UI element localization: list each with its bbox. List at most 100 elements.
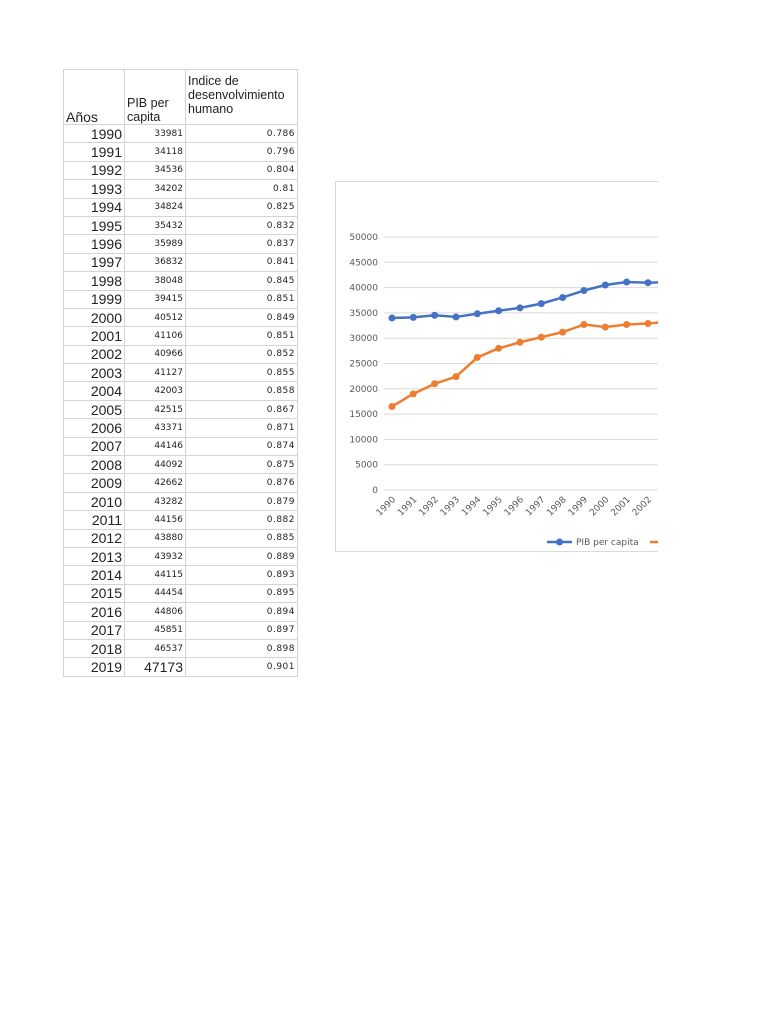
table-row: 1998 38048 0.845 <box>63 271 298 291</box>
hdi-cell: 0.893 <box>185 565 298 585</box>
gdp-cell: 38048 <box>124 271 186 291</box>
year-cell: 2018 <box>63 638 125 659</box>
year-cell: 2007 <box>63 436 125 457</box>
y-tick-label: 45000 <box>349 258 378 268</box>
gdp-cell: 42515 <box>124 399 186 420</box>
hdi-cell: 0.889 <box>185 546 298 567</box>
x-tick-label: 1998 <box>545 495 568 518</box>
chart-svg: 0 5000 10000 15000 20000 25000 30000 35000 40000… <box>349 233 658 548</box>
gdp-cell: 44806 <box>124 602 186 622</box>
gdp-cell: 44115 <box>124 565 186 585</box>
year-cell: 2006 <box>63 418 125 438</box>
table-row: 2018 46537 0.898 <box>63 638 298 659</box>
series-line-1 <box>391 280 658 320</box>
hdi-cell: 0.81 <box>185 179 298 199</box>
hdi-cell: 0.852 <box>185 344 298 365</box>
table-row: 2002 40966 0.852 <box>63 344 298 365</box>
x-tick-label: 1999 <box>567 495 590 518</box>
table-row: 2003 41127 0.855 <box>63 363 298 383</box>
x-tick-label: 1996 <box>503 495 526 518</box>
x-tick-label: 2002 <box>631 495 654 518</box>
y-tick-label: 25000 <box>349 360 378 370</box>
gdp-cell: 45851 <box>124 620 186 640</box>
table-row: 1995 35432 0.832 <box>63 215 298 236</box>
x-tick-label: 2001 <box>609 495 632 518</box>
series-2-point <box>388 403 396 411</box>
table-row: 2005 42515 0.867 <box>63 399 298 420</box>
gdp-cell: 34202 <box>124 179 186 199</box>
hdi-cell: 0.855 <box>185 363 298 383</box>
gdp-cell: 34118 <box>124 142 186 162</box>
year-cell: 2005 <box>63 399 125 420</box>
header-hdi: Indice de desenvolvimiento humano <box>185 69 298 125</box>
series-1-point <box>601 281 609 289</box>
header-gdp: PIB per capita <box>124 69 186 125</box>
year-cell: 2003 <box>63 363 125 383</box>
year-cell: 1999 <box>63 289 125 309</box>
y-tick-label: 20000 <box>349 385 378 395</box>
y-tick-label: 50000 <box>349 233 378 243</box>
year-cell: 2001 <box>63 326 125 346</box>
series-1-point <box>495 307 503 315</box>
year-cell: 1990 <box>63 123 125 144</box>
gdp-cell: 47173 <box>124 657 186 677</box>
gdp-cell: 40966 <box>124 344 186 365</box>
table-row: 2010 43282 0.879 <box>63 491 298 512</box>
year-cell: 2019 <box>63 657 125 677</box>
table-row: 2013 43932 0.889 <box>63 546 298 567</box>
hdi-cell: 0.858 <box>185 381 298 401</box>
y-tick-label: 35000 <box>349 309 378 319</box>
x-tick-label: 1991 <box>396 495 419 518</box>
hdi-cell: 0.879 <box>185 491 298 512</box>
x-tick-label: 1992 <box>418 495 441 518</box>
table-row: 1991 34118 0.796 <box>63 142 298 162</box>
series-2-point <box>537 333 545 341</box>
hdi-cell: 0.876 <box>185 473 298 493</box>
table-row: 1992 34536 0.804 <box>63 160 298 181</box>
series-2-point <box>644 320 652 328</box>
series-1-point <box>516 304 524 312</box>
hdi-cell: 0.898 <box>185 638 298 659</box>
hdi-cell: 0.901 <box>185 657 298 677</box>
hdi-cell: 0.897 <box>185 620 298 640</box>
hdi-cell: 0.875 <box>185 455 298 475</box>
y-tick-label: 5000 <box>355 461 378 471</box>
series-1-point <box>452 313 460 321</box>
hdi-cell: 0.851 <box>185 326 298 346</box>
table-row: 1990 33981 0.786 <box>63 123 298 144</box>
gdp-cell: 33981 <box>124 123 186 144</box>
table-row: 2014 44115 0.893 <box>63 565 298 585</box>
data-table: Años PIB per capita Indice de desenvolvi… <box>63 69 298 677</box>
hdi-cell: 0.849 <box>185 307 298 328</box>
hdi-cell: 0.845 <box>185 271 298 291</box>
gdp-cell: 41106 <box>124 326 186 346</box>
series-2-point <box>495 344 503 352</box>
year-cell: 1997 <box>63 252 125 273</box>
year-cell: 1998 <box>63 271 125 291</box>
table-row: 2000 40512 0.849 <box>63 307 298 328</box>
year-cell: 2017 <box>63 620 125 640</box>
hdi-cell: 0.804 <box>185 160 298 181</box>
year-cell: 1994 <box>63 197 125 217</box>
table-row: 2019 47173 0.901 <box>63 657 298 677</box>
series-1-point <box>623 278 631 286</box>
year-cell: 1993 <box>63 179 125 199</box>
gdp-cell: 43282 <box>124 491 186 512</box>
gdp-cell: 34824 <box>124 197 186 217</box>
gdp-cell: 42662 <box>124 473 186 493</box>
table-row: 2006 43371 0.871 <box>63 418 298 438</box>
gdp-cell: 44454 <box>124 583 186 604</box>
x-tick-label: 1990 <box>375 495 398 518</box>
table-row: 2012 43880 0.885 <box>63 528 298 548</box>
table-row: 1999 39415 0.851 <box>63 289 298 309</box>
x-tick-label: 1993 <box>439 495 462 518</box>
table-row: 2015 44454 0.895 <box>63 583 298 604</box>
gdp-cell: 46537 <box>124 638 186 659</box>
hdi-cell: 0.786 <box>185 123 298 144</box>
gdp-cell: 36832 <box>124 252 186 273</box>
year-cell: 2015 <box>63 583 125 604</box>
series-2-point <box>473 353 481 361</box>
hdi-cell: 0.851 <box>185 289 298 309</box>
line-chart: 0 5000 10000 15000 20000 25000 30000 35000 40000… <box>335 181 658 552</box>
table-row: 2007 44146 0.874 <box>63 436 298 457</box>
